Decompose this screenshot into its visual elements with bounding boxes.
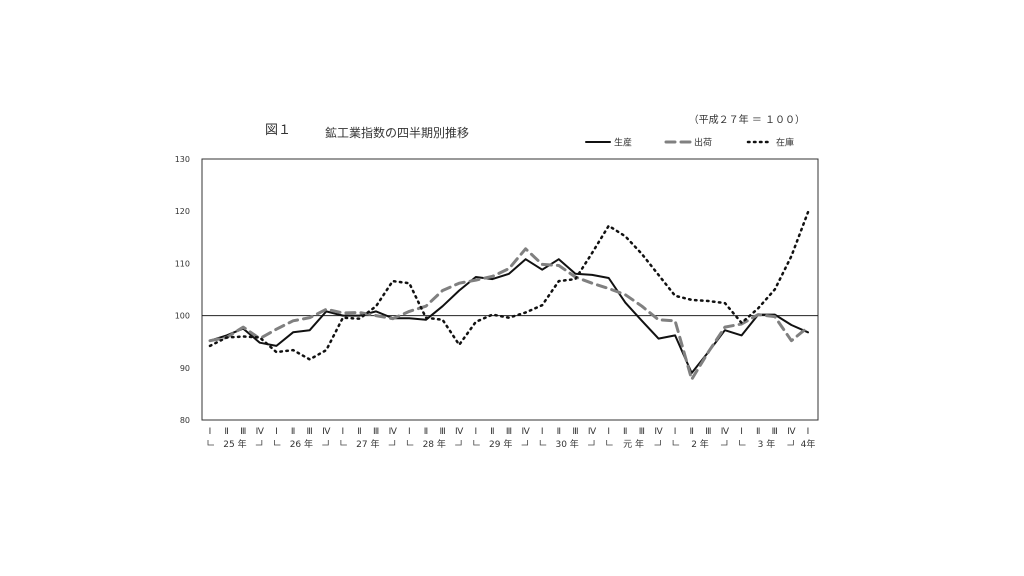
x-tick-label: Ⅳ [588, 427, 597, 437]
x-tick-label: Ⅱ [224, 427, 228, 437]
x-tick-label: Ⅳ [256, 427, 265, 437]
year-bracket-right [322, 440, 329, 446]
year-label: 30 年 [555, 438, 578, 450]
x-tick-label: Ⅰ [807, 427, 810, 437]
x-tick-label: Ⅱ [357, 427, 361, 437]
year-bracket-right [388, 440, 396, 446]
x-tick-label: Ⅰ [541, 427, 544, 437]
x-tick-label: Ⅲ [705, 427, 711, 437]
y-tick-label: 100 [175, 312, 190, 321]
year-label: 27 年 [356, 438, 379, 450]
year-label: 28 年 [423, 438, 446, 450]
year-bracket-right [521, 440, 529, 446]
year-bracket-right [654, 440, 661, 446]
x-tick-label: Ⅰ [674, 427, 677, 437]
series-line-1 [208, 247, 810, 381]
x-tick-label: Ⅱ [490, 427, 494, 437]
x-tick-label: Ⅳ [322, 427, 331, 437]
year-label: 3 年 [758, 438, 776, 450]
x-tick-label: Ⅰ [408, 427, 411, 437]
year-label: 2 年 [691, 438, 709, 450]
legend-label: 出荷 [694, 137, 712, 149]
year-bracket-left [739, 440, 746, 446]
x-tick-label: Ⅲ [439, 427, 445, 437]
base-note: （平成２７年 ＝ １００） [689, 113, 805, 126]
year-bracket-left [274, 440, 281, 446]
plot-frame [201, 158, 819, 421]
year-label: 4年 [801, 438, 816, 450]
x-tick-label: Ⅰ [209, 427, 212, 437]
x-tick-label: Ⅲ [639, 427, 645, 437]
x-tick-label: Ⅱ [623, 427, 627, 437]
figure-number: 図１ [265, 123, 291, 138]
y-tick-label: 90 [180, 364, 190, 373]
y-tick-label: 130 [175, 155, 190, 164]
x-tick-label: Ⅰ [740, 427, 743, 437]
year-bracket-right [588, 440, 595, 446]
year-bracket-right [720, 440, 728, 446]
x-axis: Ⅰ Ⅱ Ⅲ Ⅳ Ⅰ Ⅱ Ⅲ Ⅳ Ⅰ Ⅱ Ⅲ Ⅳ Ⅰ Ⅱ Ⅲ Ⅳ Ⅰ Ⅱ Ⅲ Ⅳ Ⅰ Ⅱ Ⅲ Ⅳ Ⅰ Ⅱ Ⅲ Ⅳ Ⅰ Ⅱ Ⅲ Ⅳ Ⅰ Ⅱ Ⅲ Ⅳ Ⅰ25 … [207, 427, 816, 450]
y-axis: 80 90 100 110 120 130 [175, 155, 190, 425]
x-tick-label: Ⅱ [756, 427, 760, 437]
x-tick-label: Ⅳ [389, 427, 398, 437]
x-tick-label: Ⅳ [521, 427, 530, 437]
year-bracket-right [455, 440, 462, 446]
year-bracket-left [606, 440, 613, 446]
x-tick-label: Ⅳ [455, 427, 464, 437]
year-bracket-left [340, 440, 347, 446]
x-tick-label: Ⅱ [690, 427, 694, 437]
year-bracket-right [787, 440, 794, 446]
year-label: 元 年 [623, 438, 644, 450]
x-tick-label: Ⅱ [424, 427, 428, 437]
year-bracket-left [539, 440, 547, 446]
legend-label: 在庫 [776, 137, 794, 149]
year-bracket-left [207, 440, 214, 446]
x-tick-label: Ⅰ [607, 427, 610, 437]
year-bracket-right [255, 440, 263, 446]
x-tick-label: Ⅲ [572, 427, 578, 437]
series-group [208, 210, 810, 381]
legend: 生産 出荷 在庫 [585, 137, 794, 149]
year-label: 26 年 [290, 438, 313, 450]
x-tick-label: Ⅲ [240, 427, 246, 437]
x-tick-label: Ⅲ [373, 427, 379, 437]
x-tick-label: Ⅳ [787, 427, 796, 437]
x-tick-label: Ⅰ [342, 427, 345, 437]
x-tick-label: Ⅲ [772, 427, 778, 437]
year-bracket-left [672, 440, 680, 446]
x-tick-label: Ⅳ [721, 427, 730, 437]
year-label: 25 年 [223, 438, 246, 450]
chart-title: 鉱工業指数の四半期別推移 [325, 125, 469, 140]
year-bracket-left [473, 440, 480, 446]
y-tick-label: 80 [180, 416, 190, 425]
x-tick-label: Ⅰ [474, 427, 477, 437]
x-tick-label: Ⅲ [506, 427, 512, 437]
x-tick-label: Ⅳ [654, 427, 663, 437]
series-line-2 [208, 210, 810, 361]
year-label: 29 年 [489, 438, 512, 450]
y-tick-label: 120 [175, 207, 190, 216]
legend-label: 生産 [614, 137, 632, 149]
x-tick-label: Ⅰ [275, 427, 278, 437]
year-bracket-left [406, 440, 414, 446]
y-tick-label: 110 [175, 259, 190, 268]
x-tick-label: Ⅱ [291, 427, 295, 437]
x-tick-label: Ⅱ [557, 427, 561, 437]
x-tick-label: Ⅲ [307, 427, 313, 437]
